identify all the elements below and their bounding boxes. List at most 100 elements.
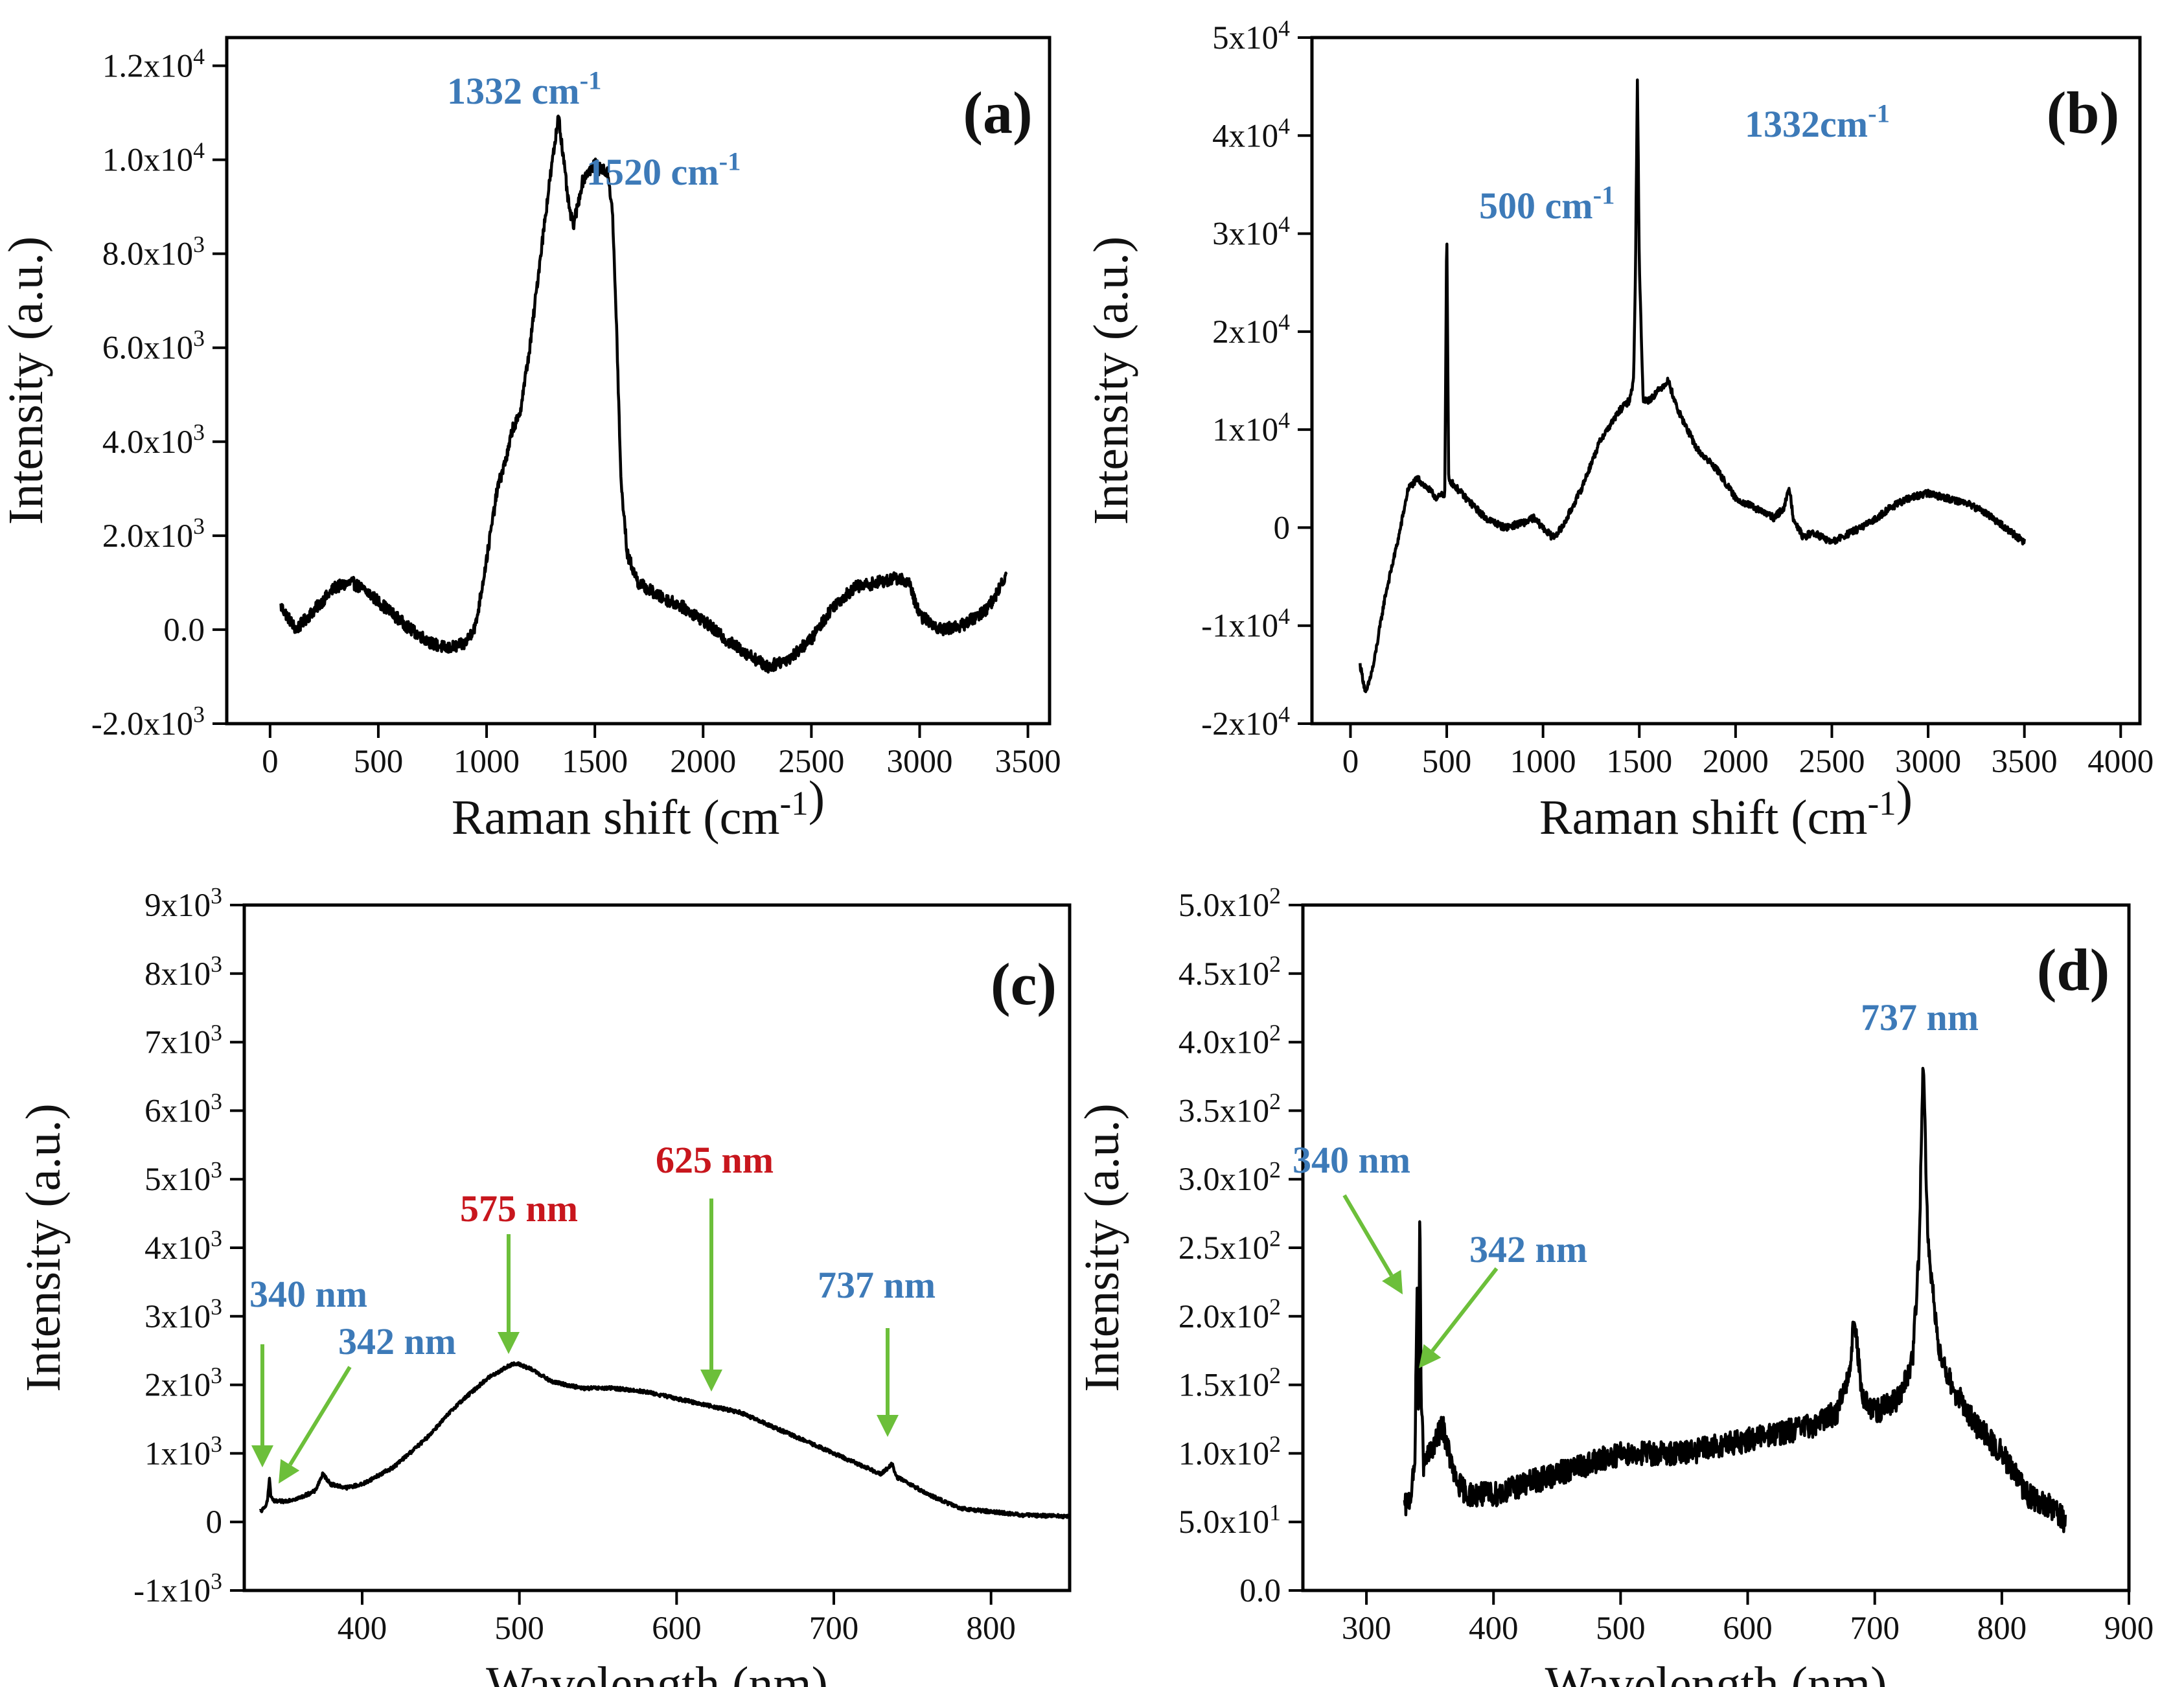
y-tick-label-d: 4.5x102	[1178, 951, 1281, 993]
y-tick-label-c: 0	[206, 1504, 223, 1541]
y-tick-label-d: 3.0x102	[1178, 1157, 1281, 1199]
peak-label-c: 575 nm	[460, 1188, 578, 1230]
spectrum-line-c	[259, 1361, 1071, 1520]
y-axis-title-c: Intensity (a.u.)	[16, 1103, 71, 1392]
y-tick-label-c: 5x103	[144, 1157, 222, 1199]
peak-label-d: 340 nm	[1293, 1139, 1410, 1181]
x-tick-label-b: 3000	[1895, 744, 1961, 780]
y-tick-label-c: 8x103	[144, 951, 222, 993]
x-tick-label-d: 700	[1850, 1611, 1900, 1647]
peak-label-d: 342 nm	[1469, 1228, 1587, 1270]
peak-arrow-d	[1431, 1267, 1499, 1353]
y-tick-label-d: 3.5x102	[1178, 1088, 1281, 1130]
y-tick-label-a: -2.0x103	[91, 701, 205, 742]
y-tick-label-b: -2x104	[1201, 701, 1290, 742]
y-tick-label-b: 0	[1274, 510, 1291, 546]
x-tick-label-b: 0	[1342, 744, 1359, 780]
x-tick-label-b: 2500	[1799, 744, 1865, 780]
panel-letter-d: (d)	[2037, 937, 2109, 1003]
y-tick-label-c: 2x103	[144, 1362, 222, 1404]
panel-b: 0 500 1000 1500 2000 2500 3000 3500 4000 -2x104 -1…	[1084, 15, 2154, 845]
y-tick-label-d: 1.0x102	[1178, 1431, 1281, 1473]
panel-letter-c: (c)	[991, 951, 1057, 1017]
x-tick-label-a: 1000	[454, 744, 520, 780]
y-tick-label-c: 9x103	[144, 882, 222, 924]
panel-a: 0 500 1000 1500 2000 2500 3000 3500 -2.0x103 0.0 2…	[0, 36, 1061, 845]
x-axis-title-b: Raman shift (cm-1)	[1539, 772, 1913, 845]
y-tick-label-d: 0.0	[1239, 1573, 1281, 1609]
y-tick-label-d: 5.0x102	[1178, 882, 1281, 924]
peak-arrow-head-c	[877, 1415, 899, 1437]
x-tick-label-a: 2000	[670, 744, 736, 780]
y-axis-title-d: Intensity (a.u.)	[1075, 1103, 1129, 1392]
y-tick-label-b: 4x104	[1212, 113, 1290, 155]
spectrum-line-d	[1403, 1066, 2067, 1533]
y-tick-label-d: 2.0x102	[1178, 1294, 1281, 1335]
x-tick-label-b: 2000	[1703, 744, 1769, 780]
y-tick-label-d: 4.0x102	[1178, 1020, 1281, 1061]
x-tick-label-d: 900	[2104, 1611, 2154, 1647]
y-tick-label-a: 2.0x103	[102, 513, 205, 555]
y-tick-label-a: 1.0x104	[102, 137, 205, 179]
plot-frame-a	[225, 36, 1052, 726]
peak-label-b: 500 cm-1	[1479, 181, 1615, 227]
y-tick-label-d: 2.5x102	[1178, 1225, 1281, 1267]
x-tick-label-d: 300	[1342, 1611, 1392, 1647]
peak-label-c: 625 nm	[656, 1139, 774, 1181]
y-axis-title-a: Intensity (a.u.)	[0, 236, 53, 525]
peak-label-c: 737 nm	[818, 1264, 936, 1306]
spectrum-line-b	[1359, 78, 2026, 693]
x-tick-label-a: 500	[354, 744, 404, 780]
panel-d: 300 400 500 600 700 800 900 0.0 5.0x101 1.0x102 1.…	[1075, 882, 2154, 1687]
y-tick-label-b: 1x104	[1212, 407, 1290, 449]
y-tick-label-c: 1x103	[144, 1431, 222, 1473]
y-tick-label-c: 6x103	[144, 1088, 222, 1130]
peak-label-a: 1520 cm-1	[586, 147, 741, 193]
y-tick-label-c: 7x103	[144, 1020, 222, 1061]
peak-label-c: 340 nm	[249, 1273, 367, 1315]
x-tick-label-b: 4000	[2087, 744, 2154, 780]
peak-arrow-head-c	[700, 1370, 722, 1392]
x-tick-label-c: 800	[966, 1611, 1016, 1647]
x-tick-label-d: 600	[1723, 1611, 1773, 1647]
y-tick-label-c: 4x103	[144, 1225, 222, 1267]
x-tick-label-b: 1000	[1510, 744, 1576, 780]
peak-label-b: 1332cm-1	[1745, 99, 1890, 145]
peak-arrow-head-d	[1419, 1344, 1442, 1368]
x-tick-label-c: 400	[338, 1611, 387, 1647]
y-tick-label-a: 4.0x103	[102, 419, 205, 461]
x-axis-title-a: Raman shift (cm-1)	[452, 772, 825, 845]
y-tick-label-a: 0.0	[163, 612, 205, 648]
x-tick-label-a: 3500	[995, 744, 1061, 780]
peak-label-d: 737 nm	[1861, 996, 1979, 1039]
panel-letter-b: (b)	[2047, 80, 2119, 146]
y-tick-label-b: 3x104	[1212, 211, 1290, 253]
peak-arrow-head-c	[279, 1459, 300, 1484]
x-tick-label-c: 700	[809, 1611, 859, 1647]
y-tick-label-a: 1.2x104	[102, 43, 205, 85]
x-tick-label-b: 3500	[1992, 744, 2058, 780]
y-tick-label-a: 8.0x103	[102, 231, 205, 273]
peak-arrow-c	[288, 1366, 352, 1466]
y-tick-label-c: 3x103	[144, 1294, 222, 1335]
y-axis-title-b: Intensity (a.u.)	[1084, 236, 1138, 525]
peak-arrow-head-c	[498, 1332, 520, 1354]
peak-arrow-d	[1342, 1194, 1394, 1277]
y-tick-label-d: 5.0x101	[1178, 1500, 1281, 1541]
peak-arrow-head-c	[251, 1445, 273, 1467]
x-tick-label-b: 500	[1422, 744, 1472, 780]
panel-letter-a: (a)	[963, 80, 1032, 146]
x-tick-label-d: 400	[1469, 1611, 1519, 1647]
y-tick-label-b: 2x104	[1212, 309, 1290, 350]
x-tick-label-a: 1500	[562, 744, 628, 780]
x-tick-label-a: 3000	[886, 744, 952, 780]
x-axis-title-d: Wavelength (nm)	[1545, 1657, 1887, 1687]
x-tick-label-b: 1500	[1606, 744, 1672, 780]
y-tick-label-d: 1.5x102	[1178, 1362, 1281, 1404]
plot-frame-b	[1310, 36, 2142, 726]
y-tick-label-c: -1x103	[133, 1568, 222, 1609]
peak-label-a: 1332 cm-1	[447, 66, 601, 112]
x-tick-label-c: 500	[494, 1611, 544, 1647]
x-tick-label-a: 2500	[778, 744, 844, 780]
